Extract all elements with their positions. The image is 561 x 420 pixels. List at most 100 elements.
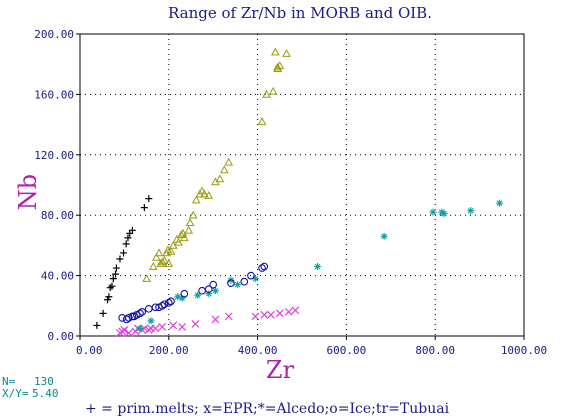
circle-marker [158,301,166,310]
circle-marker [138,307,147,316]
plus-marker [106,284,114,292]
triangle-marker [160,255,169,264]
y-axis-ticks: 0.00 40.00 80.00 120.00 160.00 200.00 [34,28,80,343]
triangle-marker [204,191,214,199]
triangle-marker [215,174,225,183]
plus-marker [105,293,113,301]
y-tick-label: 120.00 [34,149,74,162]
cross-marker [178,323,187,331]
circle-marker [136,309,144,318]
xy-ratio-value: 5.40 [32,387,59,400]
x-tick-label: 800.00 [415,344,455,357]
circle-marker [118,314,127,322]
cross-marker [251,312,260,321]
star-marker [234,281,242,289]
star-marker [174,293,182,301]
star-marker [467,207,475,215]
triangle-marker [262,89,271,98]
cross-marker [191,319,200,328]
triangle-marker [166,246,176,255]
triangle-marker [154,248,164,257]
circle-marker [198,286,206,295]
x-tick-label: 1000.00 [501,344,547,357]
triangle-marker [219,165,229,174]
x-axis-label: Zr [266,356,295,384]
y-tick-label: 80.00 [41,209,74,222]
cross-marker [169,321,178,330]
n-value: 130 [34,375,54,388]
triangle-marker [268,86,278,95]
plus-marker [145,195,153,203]
cross-marker [260,310,269,319]
x-tick-label: 200.00 [149,344,189,357]
y-axis-label: Nb [14,174,42,210]
triangle-marker [152,252,161,261]
star-marker [178,294,186,302]
triangle-marker [257,117,267,125]
star-marker [211,287,219,295]
triangle-marker [164,258,174,267]
xy-ratio-label: X/Y= [2,387,29,400]
plot-area-frame [79,33,525,337]
cross-marker [291,306,300,315]
triangle-marker [184,225,194,234]
star-marker [496,199,504,207]
circle-marker [260,262,269,271]
plus-marker [93,321,101,329]
y-tick-label: 40.00 [41,270,74,283]
x-axis-ticks: 0.00 200.00 400.00 600.00 800.00 1000.00 [76,336,547,357]
triangle-marker [191,195,201,204]
circle-marker [240,277,249,286]
cross-marker [266,310,275,319]
star-marker [205,290,213,298]
circle-marker [122,315,131,324]
plus-marker [122,240,130,248]
triangle-marker [185,218,195,227]
y-tick-label: 160.00 [34,88,74,101]
cross-marker [151,324,160,333]
plus-marker [112,264,120,272]
triangle-marker [179,233,189,242]
plus-marker [104,296,112,304]
plus-marker [128,226,136,234]
circle-marker [227,279,235,288]
star-marker [429,208,437,216]
plus-marker [124,234,132,242]
triangle-marker [224,157,234,166]
plus-marker [120,249,128,257]
star-marker [194,291,202,299]
circle-marker [167,297,175,306]
circle-marker [144,304,153,313]
triangle-marker [199,189,209,198]
x-tick-label: 0.00 [76,344,103,357]
star-marker [314,263,322,271]
plus-marker [109,275,117,283]
cross-marker [124,329,133,337]
triangle-marker [142,274,151,282]
x-tick-label: 400.00 [238,344,278,357]
cross-marker [120,326,129,334]
circle-marker [180,289,189,298]
plus-marker [116,255,124,263]
triangle-marker [176,230,186,239]
grid-lines [80,34,524,336]
star-marker [440,210,448,218]
x-tick-label: 600.00 [327,344,367,357]
cross-marker [224,312,233,321]
circle-marker [209,280,218,289]
triangle-marker [158,257,167,266]
plus-marker [140,204,148,212]
data-points [93,47,504,337]
plus-marker [108,282,116,290]
triangle-marker [273,62,282,71]
cross-marker [211,315,220,324]
star-marker [136,324,144,332]
n-label: N= [2,375,16,388]
triangle-marker [271,47,280,56]
circle-marker [247,271,255,280]
cross-marker [275,309,284,318]
legend-footnote: + = prim.melts; x=EPR;*=Alcedo;o=Ice;tr=… [85,401,450,417]
triangle-marker [174,237,183,246]
circle-marker [124,314,133,322]
